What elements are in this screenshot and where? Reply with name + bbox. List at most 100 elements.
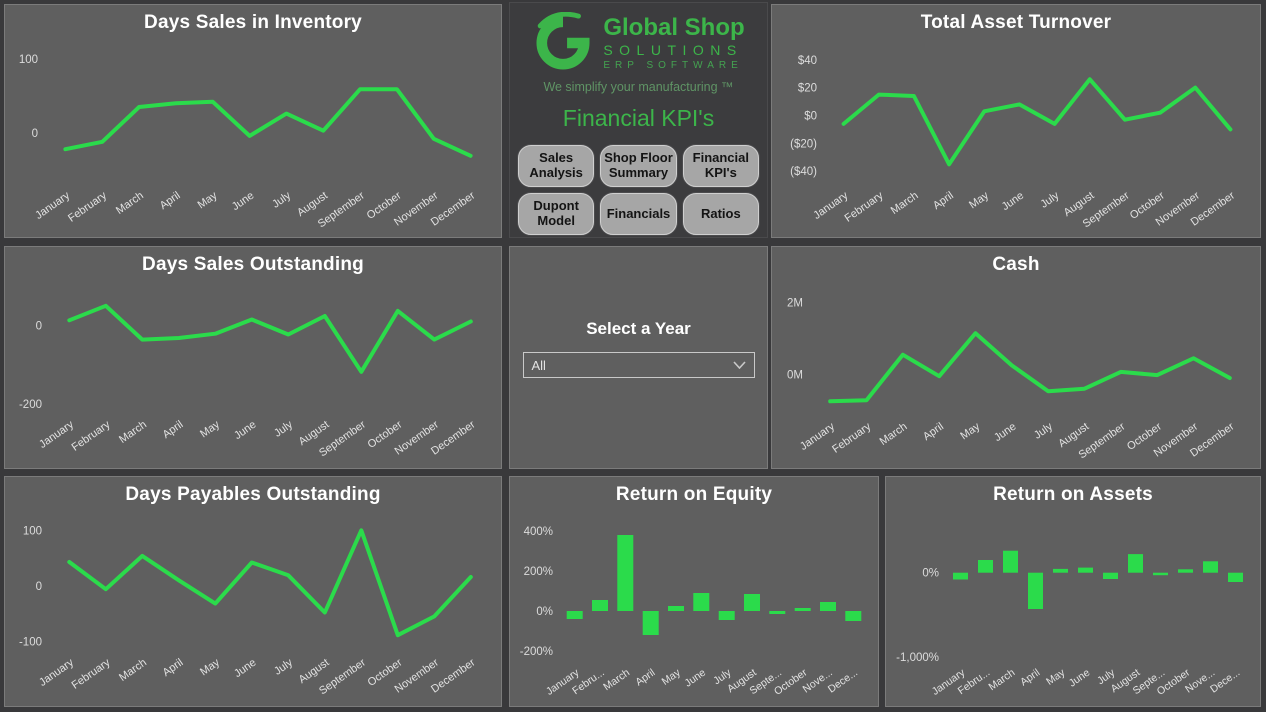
bar[interactable] <box>794 608 811 611</box>
panel-cash: Cash 2M 0M January February March April May Jun… <box>771 246 1261 469</box>
panel-days-payables-outstanding: Days Payables Outstanding 100 0 -100 Januar… <box>4 476 502 707</box>
bar[interactable] <box>744 594 760 611</box>
y-axis-tick-label: 0 <box>32 128 38 140</box>
brand-name: Global Shop <box>603 13 745 41</box>
nav-button-financial-kpis[interactable]: Financial KPI's <box>682 145 759 187</box>
x-axis-label: May <box>196 189 220 211</box>
bar[interactable] <box>693 593 710 611</box>
brand-erp-software: ERP SOFTWARE <box>603 59 743 71</box>
bar[interactable] <box>566 611 583 619</box>
bar[interactable] <box>1178 569 1193 573</box>
nav-button-financials[interactable]: Financials <box>600 193 677 235</box>
x-axis-label: February <box>830 420 873 455</box>
chart-title: Cash <box>992 254 1040 275</box>
y-axis-tick-label: 2M <box>787 298 803 310</box>
panel-return-on-equity: Return on Equity 400% 200% 0% -200% January F… <box>509 476 879 707</box>
bar[interactable] <box>592 600 608 611</box>
bar[interactable] <box>1203 561 1218 573</box>
bar[interactable] <box>1228 572 1243 582</box>
x-axis-label: June <box>682 667 708 690</box>
nav-button-shop-floor-summary[interactable]: Shop Floor Summary <box>600 145 677 187</box>
panel-header-navigation: Global Shop SOLUTIONS ERP SOFTWARE We si… <box>509 2 768 238</box>
y-axis-tick-label: $0 <box>804 111 817 123</box>
bar[interactable] <box>820 602 836 611</box>
x-axis-label: May <box>1044 666 1068 688</box>
y-axis-tick-label: $20 <box>798 83 817 95</box>
x-axis-label: March <box>986 667 1017 694</box>
x-axis-label: March <box>117 657 149 684</box>
y-axis-tick-label: -200% <box>520 646 553 658</box>
chart-title: Return on Equity <box>615 484 773 505</box>
year-slicer-title: Select a Year <box>586 319 691 338</box>
x-axis-label: May <box>198 656 222 678</box>
x-axis-label: February <box>843 189 886 224</box>
global-shop-logo-mark-icon <box>536 12 590 70</box>
bar[interactable] <box>1028 572 1043 609</box>
brand-tagline: We simplify your manufacturing ™ <box>543 80 734 94</box>
bar[interactable] <box>1003 550 1018 573</box>
bar[interactable] <box>642 611 659 635</box>
y-axis-tick-label: 400% <box>524 526 553 538</box>
chart-title: Total Asset Turnover <box>920 12 1112 33</box>
x-axis-label: March <box>601 667 632 694</box>
bar[interactable] <box>617 535 634 611</box>
x-axis-label: April <box>158 190 183 212</box>
line-series[interactable] <box>67 528 473 638</box>
line-series[interactable] <box>63 87 473 158</box>
nav-button-ratios[interactable]: Ratios <box>682 193 759 235</box>
x-axis-label: July <box>272 418 295 439</box>
y-axis-tick-label: 0M <box>787 369 803 381</box>
line-series[interactable] <box>828 331 1232 404</box>
bar[interactable] <box>845 611 862 621</box>
bar[interactable] <box>668 606 684 611</box>
x-axis-label: April <box>931 190 956 212</box>
panel-year-slicer: Select a Year All <box>509 246 768 469</box>
chevron-down-icon <box>732 361 746 369</box>
bar[interactable] <box>718 611 735 620</box>
x-axis-label: July <box>272 656 295 677</box>
nav-button-dupont-model[interactable]: Dupont Model <box>518 193 595 235</box>
panel-days-sales-outstanding: Days Sales Outstanding 0 -200 January Febru… <box>4 246 502 469</box>
x-axis-label: April <box>161 419 186 441</box>
bar[interactable] <box>769 611 786 614</box>
x-axis-label: July <box>270 189 293 210</box>
bar[interactable] <box>1103 572 1118 579</box>
bar[interactable] <box>1053 568 1068 573</box>
x-axis-label: April <box>161 657 186 679</box>
y-axis-tick-label: 0 <box>36 581 42 593</box>
y-axis-tick-label: $40 <box>798 55 817 67</box>
y-axis-tick-label: 0% <box>922 568 939 580</box>
line-series[interactable] <box>841 77 1233 167</box>
line-series[interactable] <box>67 303 473 374</box>
x-axis-label: June <box>1000 190 1026 214</box>
panel-total-asset-turnover: Total Asset Turnover $40 $20 $0 ($20) ($40) J… <box>771 4 1261 238</box>
x-axis-label: March <box>889 190 921 217</box>
nav-button-sales-analysis[interactable]: Sales Analysis <box>518 145 595 187</box>
y-axis-tick-label: -100 <box>19 636 42 648</box>
x-axis-label: June <box>232 657 258 681</box>
panel-days-sales-in-inventory: Days Sales in Inventory 100 0 January Febru… <box>4 4 502 238</box>
bar[interactable] <box>1128 554 1143 573</box>
panel-return-on-assets: Return on Assets 0% -1,000% January Febru..… <box>885 476 1261 707</box>
year-dropdown[interactable]: All <box>522 352 755 378</box>
x-axis-label: March <box>878 421 910 448</box>
x-axis-label: June <box>230 190 256 214</box>
page-title: Financial KPI's <box>562 105 715 131</box>
x-axis-label: March <box>114 190 146 217</box>
x-axis-label: February <box>70 418 113 453</box>
y-axis-tick-label: 100 <box>19 54 38 66</box>
x-axis-label: May <box>198 418 222 440</box>
bar[interactable] <box>1078 567 1093 573</box>
y-axis-tick-label: 200% <box>524 566 553 578</box>
bar[interactable] <box>953 572 968 580</box>
bar[interactable] <box>978 560 993 573</box>
bar[interactable] <box>1153 572 1168 576</box>
